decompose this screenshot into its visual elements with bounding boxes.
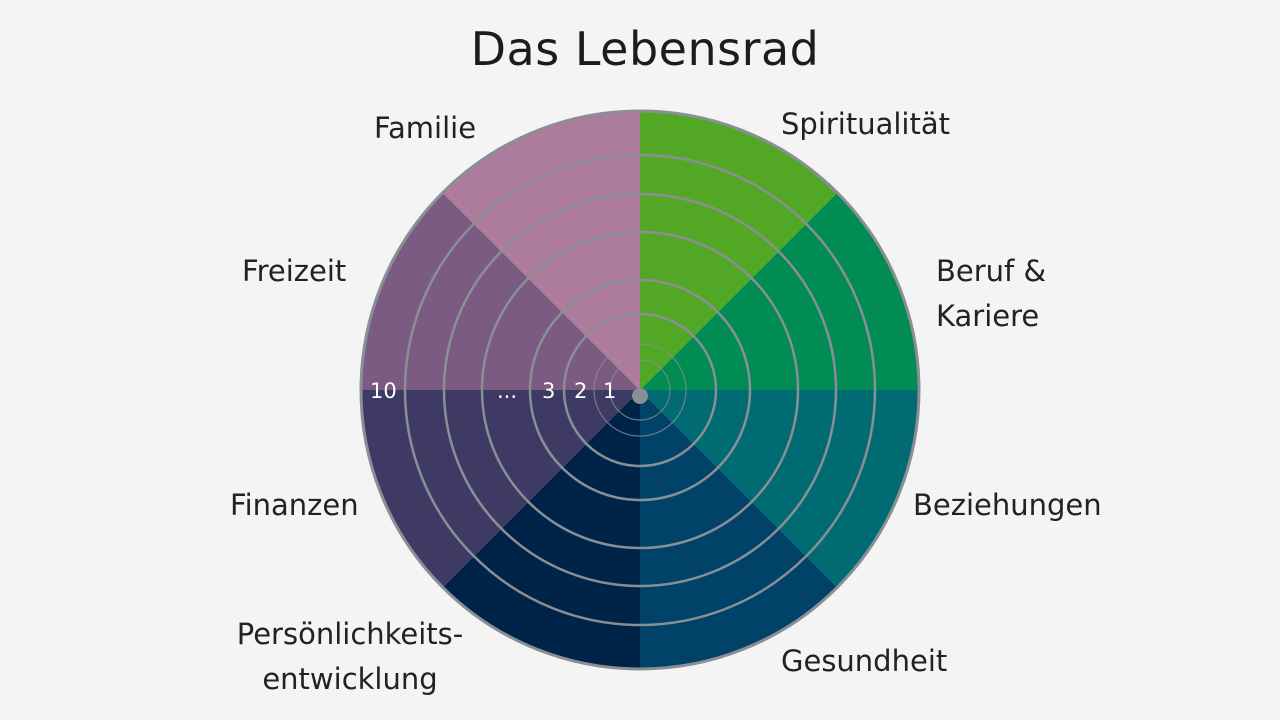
segment-label-beziehungen: Beziehungen: [913, 488, 1102, 522]
ring-5: [480, 230, 800, 550]
segment-freizeit: [361, 192, 640, 390]
ring-label-ellipsis: ...: [497, 379, 517, 403]
ring-8: [359, 109, 921, 671]
ring-7: [403, 153, 877, 627]
ring-label-3: 3: [542, 379, 555, 403]
segment-persoenlichkeitsentwicklung: [442, 390, 640, 669]
ring-2: [593, 343, 687, 437]
wheel-center-dot: [632, 388, 648, 404]
segment-label-beruf-line-1: Beruf &: [936, 254, 1047, 288]
ring-1: [609, 359, 671, 421]
segment-label-spiritualitaet: Spiritualität: [781, 107, 951, 141]
segment-gesundheit: [640, 390, 838, 669]
segment-label-familie: Familie: [374, 111, 477, 145]
segment-label-beruf-line-2: Kariere: [936, 299, 1040, 333]
segment-label-finanzen: Finanzen: [230, 488, 359, 522]
ring-3: [562, 312, 718, 468]
segment-familie: [442, 111, 640, 390]
segment-label-persoenlichkeit-line-1: Persönlichkeits-: [236, 617, 464, 651]
segment-label-persoenlichkeit-line-2: entwicklung: [262, 662, 438, 696]
ring-scale-labels: 1 2 3 ... 10: [370, 379, 616, 403]
segment-label-freizeit: Freizeit: [242, 254, 347, 288]
ring-label-1: 1: [603, 379, 616, 403]
wheel-segments: [361, 111, 919, 669]
segment-beruf-kariere: [640, 192, 919, 390]
ring-label-2: 2: [574, 379, 587, 403]
segment-finanzen: [361, 390, 640, 588]
segment-label-beruf-kariere: Beruf & Kariere: [936, 249, 1046, 339]
ring-label-10: 10: [370, 379, 397, 403]
segment-label-persoenlichkeitsentwicklung: Persönlichkeits- entwicklung: [234, 612, 466, 702]
segment-beziehungen: [640, 390, 919, 588]
segment-label-gesundheit: Gesundheit: [781, 644, 948, 678]
page-title: Das Lebensrad: [470, 22, 820, 76]
ring-4: [528, 278, 752, 502]
segment-spiritualitaet: [640, 111, 838, 390]
wheel-rings: [359, 109, 921, 671]
ring-6: [442, 192, 838, 588]
